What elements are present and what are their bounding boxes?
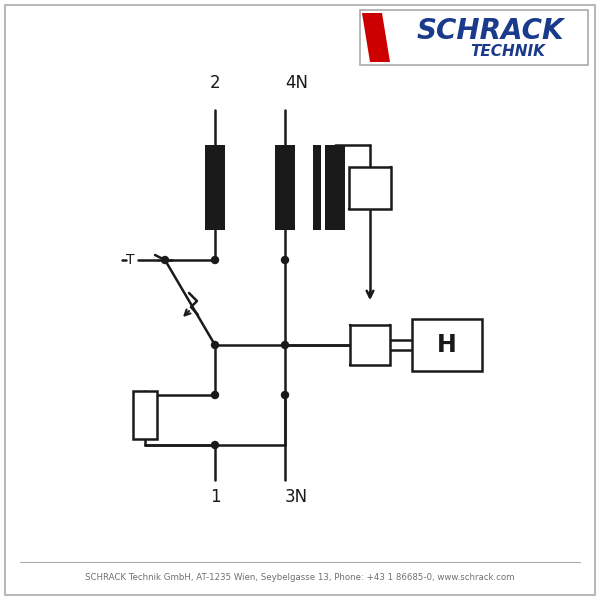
Circle shape bbox=[161, 257, 169, 263]
Bar bbox=[350, 325, 390, 365]
Text: TECHNIK: TECHNIK bbox=[470, 43, 545, 58]
Bar bbox=[412, 319, 482, 371]
Circle shape bbox=[212, 341, 218, 349]
Bar bbox=[325, 145, 345, 230]
Text: 4N: 4N bbox=[285, 74, 308, 92]
Text: 3N: 3N bbox=[285, 488, 308, 506]
Circle shape bbox=[281, 341, 289, 349]
Bar bbox=[205, 145, 225, 230]
Text: SCHRACK Technik GmbH, AT-1235 Wien, Seybelgasse 13, Phone: +43 1 86685-0, www.sc: SCHRACK Technik GmbH, AT-1235 Wien, Seyb… bbox=[85, 574, 515, 583]
Bar bbox=[133, 391, 157, 439]
Circle shape bbox=[212, 257, 218, 263]
Text: H: H bbox=[437, 333, 457, 357]
Circle shape bbox=[212, 442, 218, 449]
Bar bbox=[349, 167, 391, 209]
Circle shape bbox=[281, 257, 289, 263]
Text: SCHRACK: SCHRACK bbox=[416, 17, 564, 45]
Text: 1: 1 bbox=[209, 488, 220, 506]
Bar bbox=[360, 10, 588, 65]
Text: 2: 2 bbox=[209, 74, 220, 92]
Bar bbox=[313, 145, 321, 230]
Polygon shape bbox=[362, 13, 390, 62]
Text: T: T bbox=[126, 253, 134, 267]
Bar bbox=[275, 145, 295, 230]
Circle shape bbox=[281, 391, 289, 398]
Circle shape bbox=[212, 391, 218, 398]
